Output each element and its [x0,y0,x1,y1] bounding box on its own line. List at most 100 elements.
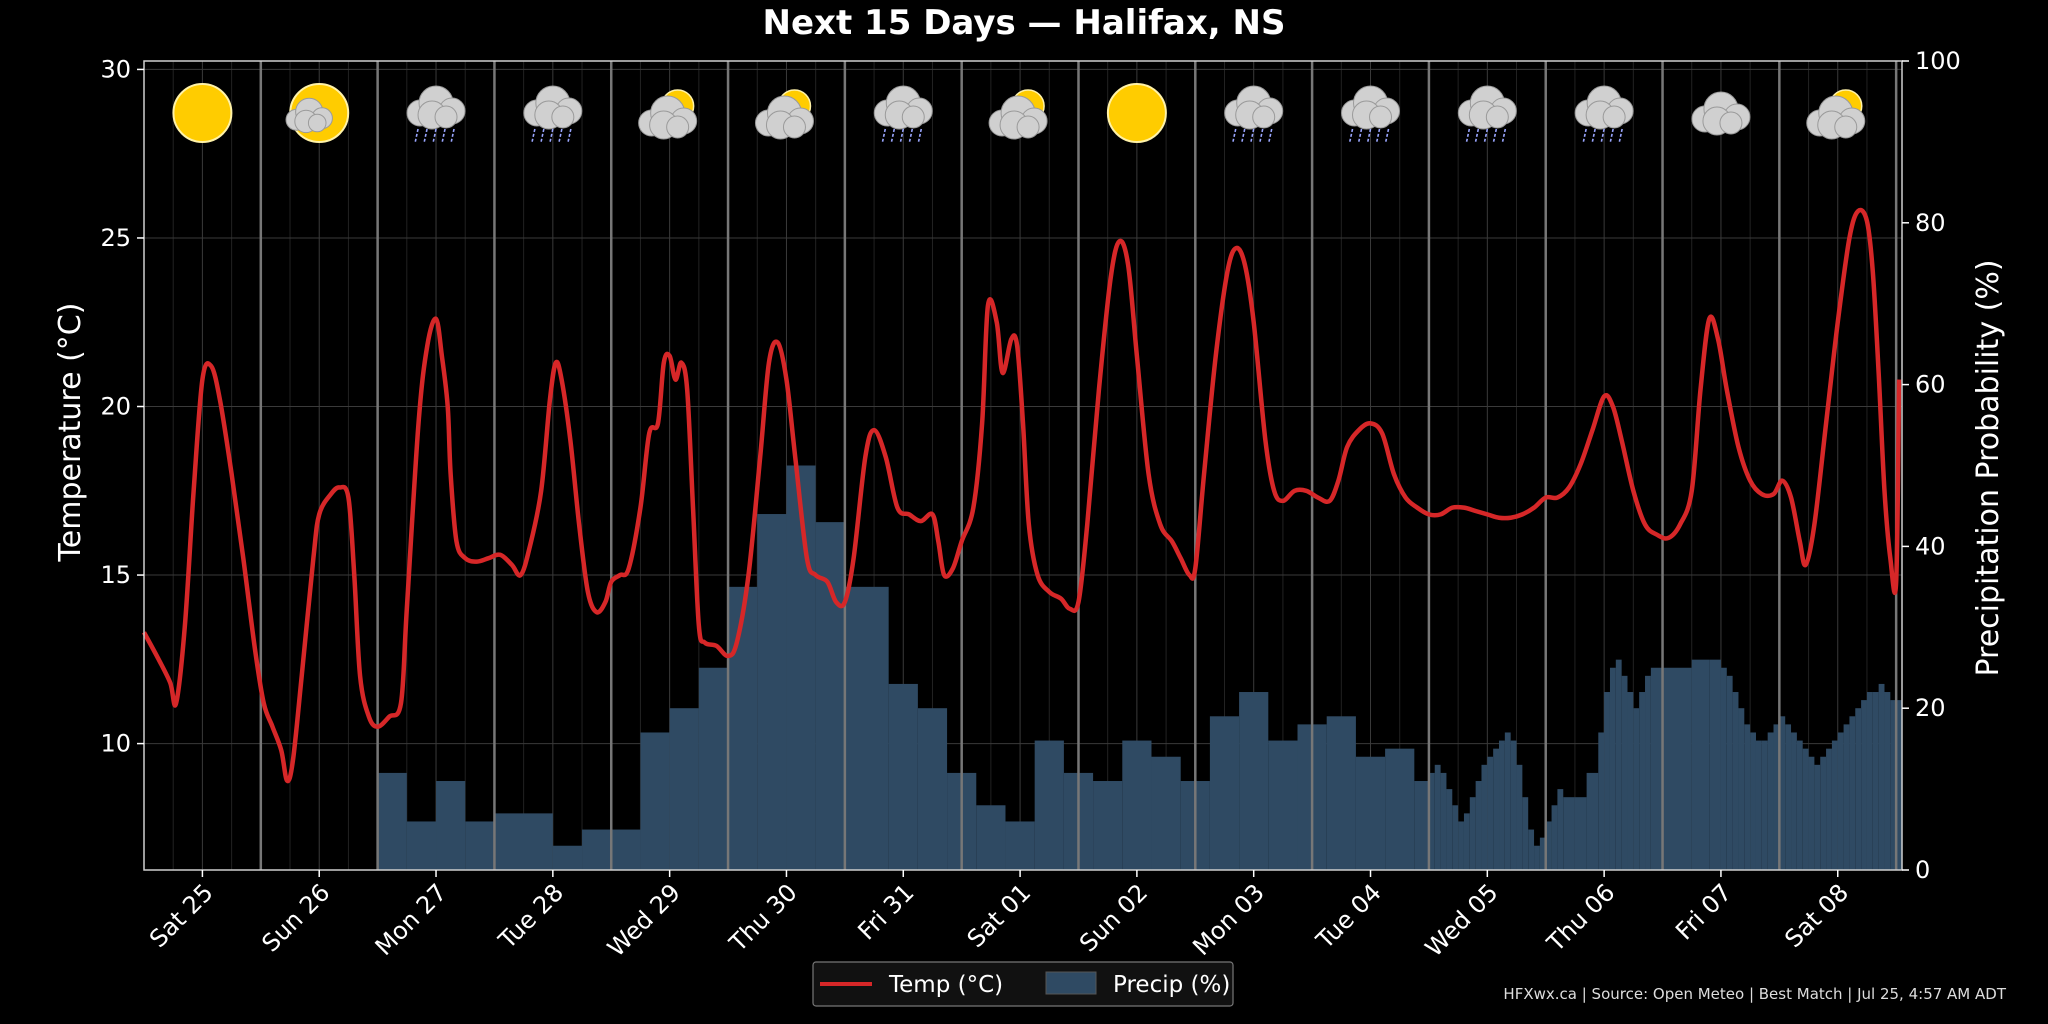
partly-cloudy-icon [638,89,698,140]
precip-bar [1504,732,1511,870]
precip-bar [1268,740,1298,870]
precip-bar [1884,692,1891,870]
y-left-tick-label: 10 [100,730,131,758]
rain-drop [1483,128,1489,144]
legend-box [812,961,1234,1007]
y-left-axis-label: Temperature (°C) [53,303,88,563]
y-right-tick-labels: 0 20 40 60 80 100 [1902,47,1961,884]
precip-bar [844,586,889,870]
precip-bar [1586,772,1599,870]
cloud-shape [406,85,466,130]
rain-drop [1492,128,1498,144]
cloud-shape [1574,85,1634,130]
x-tick-label: Thu 30 [723,878,802,957]
precip-bar [1493,748,1500,870]
precip-bar [1843,724,1850,870]
cloud-shape [1457,85,1517,130]
y-right-tick-label: 60 [1915,371,1946,399]
x-tick-label: Mon 03 [1187,878,1270,961]
x-tick-label: Sun 26 [256,878,335,957]
rain-drop [881,128,887,144]
rain-drop [899,128,905,144]
y-left-tick-labels: 10 15 20 25 30 [100,55,144,758]
rain-drop [1357,128,1363,144]
precip-bar [1779,716,1786,870]
rain-cloud-icon [873,85,933,144]
x-tick-labels: Sat 25 Sun 26 Mon 27 Tue 28 Wed 29 Thu 30 Fri … [144,870,1854,962]
precip-bar [815,522,845,870]
precip-bar [1896,700,1902,870]
cloud-shape [1806,95,1866,140]
precip-bar [1878,683,1885,870]
legend-precip-label: Precip (%) [1113,972,1230,998]
y-right-tick-label: 80 [1915,209,1946,237]
rain-drop [567,128,572,144]
cloud-shape [1224,85,1284,130]
legend: Temp (°C) Precip (%) [812,961,1234,1007]
sun-icon [1106,83,1167,143]
legend-temp-label: Temp (°C) [888,972,1003,998]
rain-drop [1600,128,1605,144]
precip-bar [1814,764,1821,870]
precip-bar [1574,797,1587,870]
cloud-puff [666,115,690,139]
temp-series-line [142,207,1902,784]
precip-bar [1796,740,1803,870]
precip-bar [1802,748,1809,870]
precip-bar [1791,732,1797,870]
x-tick-label: Mon 27 [370,878,453,961]
precip-bar [552,845,583,870]
precip-bar [1452,805,1459,870]
precip-bar [888,683,918,870]
temp-line [142,207,1902,784]
precip-bar [1872,692,1879,870]
rain-drop [1618,128,1623,144]
weather-icons [172,83,1866,144]
precip-bar [1627,692,1634,870]
y-right-tick-label: 40 [1915,532,1946,560]
precip-bar [1428,772,1435,870]
precip-bar [757,514,787,870]
cloud-puff [1719,111,1743,135]
sun-disc [172,83,233,143]
rain-drop [1375,128,1381,144]
rain-drop [1231,128,1237,144]
precip-bar [1820,756,1827,870]
rain-drop [1348,128,1354,144]
rain-drop [414,128,419,144]
precip-bar [1598,732,1605,870]
precip-bar [1151,756,1181,870]
precip-bar [1709,659,1721,870]
precip-bar [1545,821,1552,870]
x-tick-label: Wed 05 [1420,878,1504,962]
precip-bar [1691,659,1710,870]
precip-bar [1761,740,1768,870]
precip-bar [465,821,495,870]
rain-cloud-icon [1574,85,1634,144]
precip-bar [976,805,1006,870]
y-right-axis-label: Precipitation Probability (%) [1971,259,2006,676]
x-tick-label: Tue 28 [493,878,569,954]
cloud-puff [1602,105,1626,129]
cloud-puff [307,113,327,133]
precip-bar [494,813,553,870]
x-tick-label: Thu 06 [1541,878,1620,957]
precip-bar [1516,764,1523,870]
precip-bar [1738,708,1745,870]
x-tick-label: Sun 02 [1074,878,1153,957]
precip-bar [1615,659,1622,870]
y-left-tick-label: 25 [100,224,131,252]
precip-bars [377,465,1902,870]
precip-bar [786,465,816,870]
rain-drop [1366,128,1372,144]
cloud-puff [901,105,925,129]
precip-bar [1005,821,1035,870]
y-left-tick-label: 30 [100,55,131,83]
precip-bar [1621,675,1628,870]
precip-bar [669,708,699,870]
rain-drop [1501,128,1507,144]
y-right-tick-label: 20 [1915,694,1946,722]
precip-bar [1726,675,1733,870]
precip-bar [1487,756,1494,870]
